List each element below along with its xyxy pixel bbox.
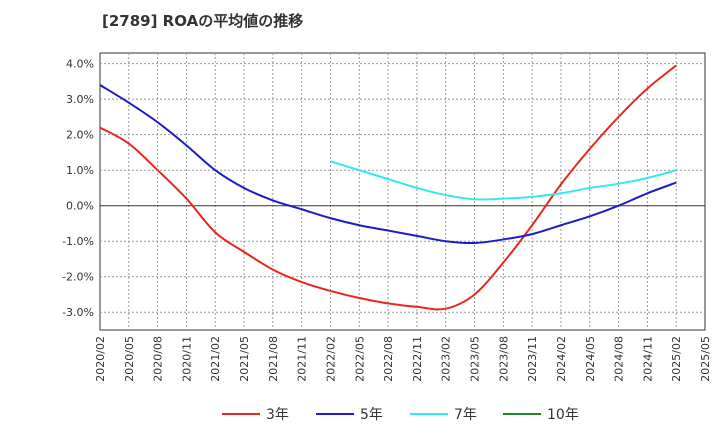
x-tick-label: 2020/11 <box>180 336 193 382</box>
legend-label-0: 3年 <box>266 407 289 423</box>
x-tick-label: 2023/05 <box>469 336 482 382</box>
x-tick-label: 2021/11 <box>296 336 309 382</box>
plot-area <box>99 52 706 331</box>
y-tick-label: 2.0% <box>66 129 94 142</box>
x-tick-label: 2023/08 <box>497 336 510 382</box>
x-tick-label: 2023/11 <box>526 336 539 382</box>
x-tick-label: 2022/08 <box>382 336 395 382</box>
legend: 3年 5年 7年 10年 <box>222 407 579 423</box>
legend-label-2: 7年 <box>454 407 477 423</box>
x-tick-label: 2021/05 <box>238 336 251 382</box>
legend-label-3: 10年 <box>547 407 579 423</box>
y-tick-label: 1.0% <box>66 164 94 177</box>
x-tick-label: 2020/08 <box>152 336 165 382</box>
legend-label-1: 5年 <box>360 407 383 423</box>
y-tick-label: 4.0% <box>66 58 94 71</box>
chart-title: [2789] ROAの平均値の推移 <box>102 12 304 30</box>
x-tick-label: 2024/11 <box>641 336 654 382</box>
x-tick-label: 2022/11 <box>411 336 424 382</box>
x-tick-label: 2020/02 <box>94 336 107 382</box>
x-tick-label: 2024/05 <box>584 336 597 382</box>
x-tick-label: 2022/05 <box>353 336 366 382</box>
y-tick-label: 3.0% <box>66 93 94 106</box>
x-tick-label: 2020/05 <box>123 336 136 382</box>
x-tick-label: 2025/02 <box>670 336 683 382</box>
y-tick-label: -2.0% <box>62 271 94 284</box>
series-lines <box>99 64 677 311</box>
y-tick-label: -1.0% <box>62 235 94 248</box>
series-line-0 <box>99 64 677 311</box>
grid-lines <box>100 53 705 330</box>
series-line-2 <box>330 160 677 201</box>
y-tick-label: -3.0% <box>62 306 94 319</box>
y-axis-ticks: 4.0% 3.0% 2.0% 1.0% 0.0% -1.0% -2.0% -3.0% <box>62 58 94 320</box>
plot-frame <box>99 52 706 331</box>
x-tick-label: 2024/08 <box>613 336 626 382</box>
series-line-1 <box>99 84 677 245</box>
x-tick-label: 2021/02 <box>209 336 222 382</box>
y-tick-label: 0.0% <box>66 200 94 213</box>
x-tick-label: 2024/02 <box>555 336 568 382</box>
x-tick-label: 2022/02 <box>324 336 337 382</box>
x-tick-label: 2023/02 <box>440 336 453 382</box>
x-tick-label: 2021/08 <box>267 336 280 382</box>
x-tick-label: 2025/05 <box>699 336 712 382</box>
x-axis-ticks: 2020/02 2020/05 2020/08 2020/11 2021/02 2021/… <box>94 336 712 382</box>
